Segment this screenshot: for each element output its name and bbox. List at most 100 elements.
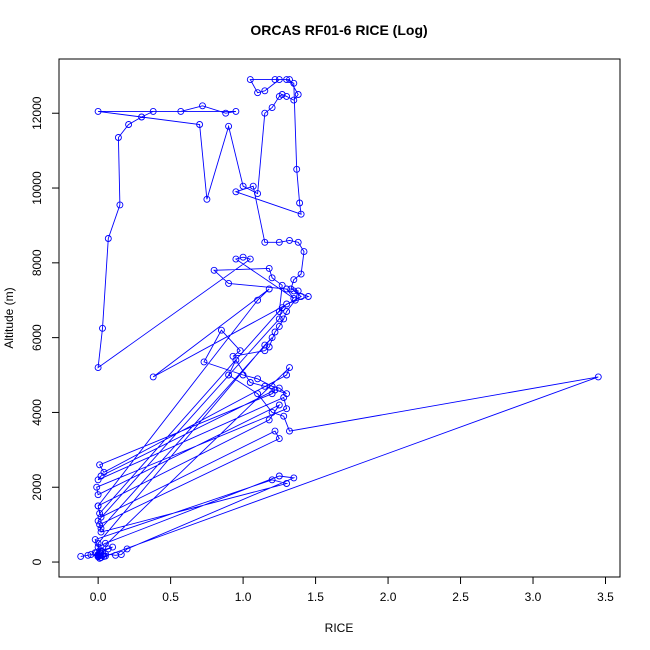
- data-point: [297, 270, 305, 278]
- x-tick-label: 2.5: [452, 590, 469, 604]
- data-point: [232, 255, 240, 263]
- data-point: [261, 238, 269, 246]
- data-point: [94, 502, 102, 510]
- data-point: [275, 238, 283, 246]
- data-point: [283, 308, 291, 315]
- data-point: [300, 248, 308, 256]
- data-point: [275, 76, 283, 84]
- data-point: [225, 279, 233, 287]
- data-point: [225, 371, 233, 379]
- data-point: [96, 461, 104, 469]
- data-point: [275, 315, 283, 323]
- data-point: [96, 521, 104, 529]
- data-point: [210, 266, 218, 274]
- data-point: [232, 356, 240, 364]
- data-point: [254, 89, 262, 97]
- data-point: [93, 483, 101, 491]
- data-point: [217, 326, 225, 334]
- data-point: [101, 539, 109, 547]
- data-point: [97, 524, 105, 532]
- data-point: [246, 379, 254, 386]
- data-point: [149, 107, 157, 115]
- data-point: [239, 371, 247, 379]
- data-point: [275, 472, 283, 480]
- data-point: [304, 293, 312, 300]
- data-point: [283, 405, 291, 413]
- plot-area: [77, 76, 602, 562]
- data-point: [265, 416, 273, 424]
- data-point: [268, 382, 276, 390]
- data-point: [268, 476, 276, 484]
- data-point: [249, 182, 257, 190]
- data-point: [239, 253, 247, 261]
- y-tick-label: 8000: [30, 249, 44, 276]
- data-point: [94, 491, 102, 499]
- data-point: [594, 373, 602, 381]
- data-point: [268, 390, 276, 398]
- data-point: [275, 308, 283, 315]
- x-tick-label: 3.5: [597, 590, 614, 604]
- data-point: [290, 79, 298, 87]
- data-point: [271, 427, 279, 435]
- data-point: [97, 547, 105, 555]
- data-point: [94, 107, 102, 115]
- data-point: [196, 121, 204, 128]
- x-tick-label: 0.0: [90, 590, 107, 604]
- data-point: [177, 107, 185, 115]
- data-point: [99, 548, 106, 556]
- data-point: [254, 296, 262, 304]
- data-point: [278, 281, 286, 289]
- data-point: [199, 102, 206, 110]
- data-point: [283, 371, 291, 379]
- data-point: [290, 276, 298, 284]
- y-tick-label: 12000: [30, 96, 44, 130]
- data-point: [104, 545, 112, 553]
- data-point: [265, 285, 273, 293]
- data-point: [278, 91, 286, 98]
- y-axis-label: Altitude (m): [2, 287, 16, 348]
- data-point: [104, 235, 112, 242]
- data-point: [283, 390, 291, 398]
- data-point: [123, 545, 131, 553]
- data-point: [293, 165, 301, 173]
- y-tick-label: 10000: [30, 171, 44, 205]
- data-point: [297, 210, 305, 218]
- data-point: [94, 552, 102, 560]
- data-point: [97, 528, 105, 536]
- chart-title: ORCAS RF01-6 RICE (Log): [250, 22, 427, 38]
- data-point: [84, 551, 92, 559]
- data-point: [200, 358, 208, 366]
- x-tick-label: 1.5: [307, 590, 324, 604]
- data-point: [94, 364, 102, 372]
- data-point: [239, 182, 247, 190]
- data-point: [246, 76, 254, 84]
- x-axis: 0.0 0.5 1.0 1.5 2.0 2.5 3.0 3.5: [90, 576, 614, 604]
- data-point: [254, 390, 262, 398]
- data-point: [114, 134, 122, 141]
- data-point: [280, 412, 288, 420]
- data-point: [265, 264, 273, 272]
- data-point: [232, 188, 240, 196]
- data-point: [268, 104, 276, 112]
- data-point: [287, 285, 295, 293]
- data-point: [294, 287, 302, 295]
- x-tick-label: 0.5: [162, 590, 179, 604]
- series-line: [80, 79, 599, 559]
- data-point: [94, 517, 102, 525]
- y-tick-label: 6000: [30, 324, 44, 351]
- data-point: [283, 92, 291, 100]
- y-axis: 0 2000 4000 6000 8000 10000 12000: [30, 96, 60, 565]
- data-point: [290, 474, 298, 482]
- y-tick-label: 4000: [30, 399, 44, 426]
- data-point: [271, 328, 279, 336]
- data-point: [99, 551, 106, 559]
- data-point: [261, 109, 269, 117]
- data-point: [236, 347, 244, 355]
- data-point: [268, 334, 276, 342]
- data-point: [96, 509, 104, 517]
- data-point: [283, 285, 291, 293]
- y-tick-label: 0: [30, 558, 44, 565]
- data-point: [116, 201, 124, 209]
- data-point: [261, 347, 269, 355]
- data-point: [232, 107, 240, 115]
